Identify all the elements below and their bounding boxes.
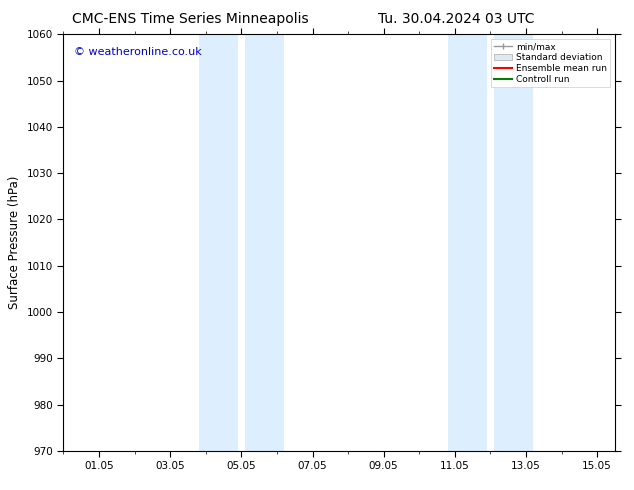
Text: © weatheronline.co.uk: © weatheronline.co.uk bbox=[74, 47, 202, 57]
Y-axis label: Surface Pressure (hPa): Surface Pressure (hPa) bbox=[8, 176, 21, 309]
Bar bbox=[448, 34, 487, 451]
Bar bbox=[245, 34, 284, 451]
Bar bbox=[494, 34, 533, 451]
Legend: min/max, Standard deviation, Ensemble mean run, Controll run: min/max, Standard deviation, Ensemble me… bbox=[491, 39, 611, 87]
Bar bbox=[198, 34, 238, 451]
Text: Tu. 30.04.2024 03 UTC: Tu. 30.04.2024 03 UTC bbox=[378, 12, 534, 26]
Text: CMC-ENS Time Series Minneapolis: CMC-ENS Time Series Minneapolis bbox=[72, 12, 309, 26]
